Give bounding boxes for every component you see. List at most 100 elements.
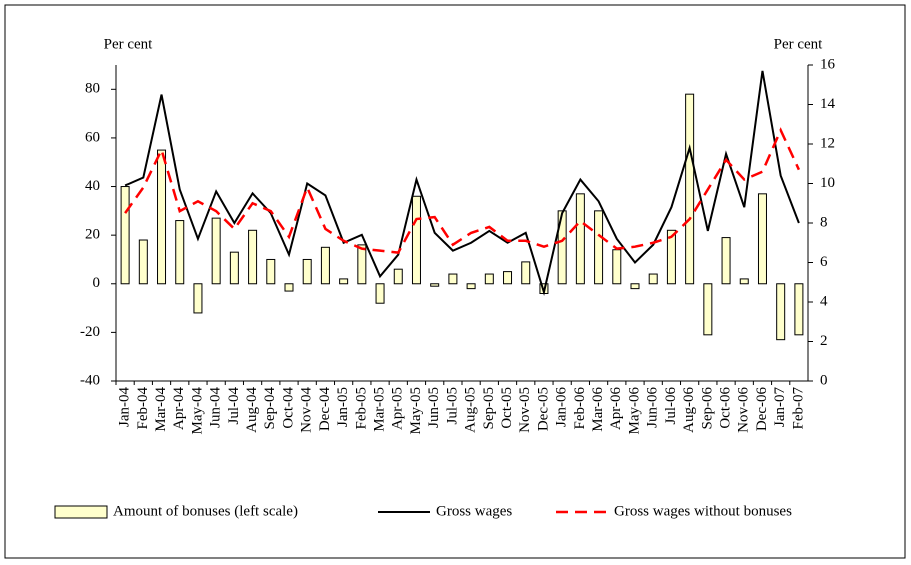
bar (411, 195, 421, 285)
bar (594, 210, 604, 285)
x-tick-label: Jun-04 (208, 387, 224, 428)
x-tick-label: Feb-06 (572, 387, 588, 430)
bar (211, 217, 221, 285)
y2-axis-label: Per cent (774, 36, 824, 52)
bar (739, 278, 749, 285)
y2-tick-label: 16 (820, 56, 836, 72)
x-tick-label: Apr-05 (390, 387, 406, 430)
bar (466, 283, 476, 290)
x-tick-label: May-04 (189, 387, 205, 435)
x-tick-label: Jul-04 (226, 387, 242, 425)
bar (721, 237, 731, 285)
bar (193, 283, 203, 314)
x-tick-label: Feb-04 (135, 387, 151, 430)
bar (776, 283, 786, 341)
bar (320, 246, 330, 285)
x-tick-label: Feb-05 (353, 387, 369, 430)
x-tick-label: Jan-04 (117, 387, 133, 427)
x-tick-label: Oct-05 (499, 387, 515, 429)
x-tick-label: Dec-06 (754, 387, 770, 432)
x-tick-label: Nov-06 (736, 387, 752, 433)
legend-label: Gross wages without bonuses (614, 503, 792, 519)
bar (448, 273, 458, 285)
bar (229, 251, 239, 285)
x-tick-label: Feb-07 (790, 387, 806, 430)
x-tick-label: Jun-06 (645, 387, 661, 428)
bar (284, 283, 294, 292)
x-tick-label: Apr-06 (608, 387, 624, 431)
y2-tick-label: 10 (820, 175, 835, 191)
bar (266, 258, 276, 285)
x-tick-label: Mar-06 (590, 387, 606, 432)
x-tick-label: Dec-05 (535, 387, 551, 431)
legend-label: Amount of bonuses (left scale) (113, 503, 298, 519)
bar (375, 283, 385, 304)
y-tick-label: 0 (93, 275, 101, 291)
y2-tick-label: 12 (820, 135, 835, 151)
x-tick-label: Jun-05 (426, 387, 442, 428)
x-tick-label: Aug-05 (463, 387, 479, 433)
x-tick-label: Oct-06 (717, 387, 733, 429)
line (124, 127, 801, 254)
x-tick-label: May-05 (408, 387, 424, 435)
bar (138, 239, 148, 285)
x-tick-label: Nov-05 (517, 387, 533, 433)
y2-tick-label: 0 (820, 372, 828, 388)
legend-label: Gross wages (436, 503, 512, 519)
x-tick-label: Jul-06 (663, 387, 679, 425)
x-tick-label: May-06 (626, 387, 642, 435)
bar (648, 273, 658, 285)
x-tick-label: Mar-04 (153, 387, 169, 432)
bar (302, 258, 312, 285)
bar (703, 283, 713, 336)
bar (175, 220, 185, 285)
bar (666, 229, 676, 285)
x-tick-label: Dec-04 (317, 387, 333, 432)
y-tick-label: -40 (80, 372, 100, 388)
x-tick-label: Aug-06 (681, 387, 697, 433)
line (124, 70, 800, 296)
bar (393, 268, 403, 285)
bar (339, 278, 349, 285)
frame (4, 4, 906, 559)
x-tick-label: Aug-04 (244, 387, 260, 433)
y-tick-label: 80 (85, 81, 100, 97)
bar (503, 271, 513, 285)
x-tick-label: Jan-05 (335, 387, 351, 427)
bar (248, 229, 258, 285)
y-tick-label: 60 (85, 129, 100, 145)
bar (794, 283, 804, 336)
bar (521, 261, 531, 285)
bar (757, 193, 767, 285)
x-tick-label: Sep-06 (699, 387, 715, 430)
bar (157, 149, 167, 285)
y2-tick-label: 8 (820, 214, 828, 230)
y-tick-label: -20 (80, 324, 100, 340)
y-tick-label: 40 (85, 178, 100, 194)
x-tick-label: Jan-06 (554, 387, 570, 427)
x-tick-label: Jan-07 (772, 387, 788, 427)
bar (557, 210, 567, 285)
legend-swatch (54, 505, 108, 519)
y2-tick-label: 2 (820, 333, 828, 349)
x-tick-label: Sep-05 (481, 387, 497, 430)
x-tick-label: Mar-05 (371, 387, 387, 432)
y-tick-label: 20 (85, 227, 100, 243)
bar (630, 283, 640, 290)
bar (357, 244, 367, 285)
bar (484, 273, 494, 285)
x-tick-label: Jul-05 (444, 387, 460, 425)
y2-tick-label: 6 (820, 254, 828, 270)
x-tick-label: Sep-04 (262, 387, 278, 430)
x-tick-label: Apr-04 (171, 387, 187, 431)
y2-tick-label: 14 (820, 96, 836, 112)
bar (430, 283, 440, 287)
bar (685, 93, 695, 285)
y2-tick-label: 4 (820, 293, 828, 309)
bar (120, 186, 130, 285)
x-tick-label: Oct-04 (280, 387, 296, 429)
bar (612, 249, 622, 285)
bar (575, 193, 585, 285)
x-tick-label: Nov-04 (299, 387, 315, 433)
